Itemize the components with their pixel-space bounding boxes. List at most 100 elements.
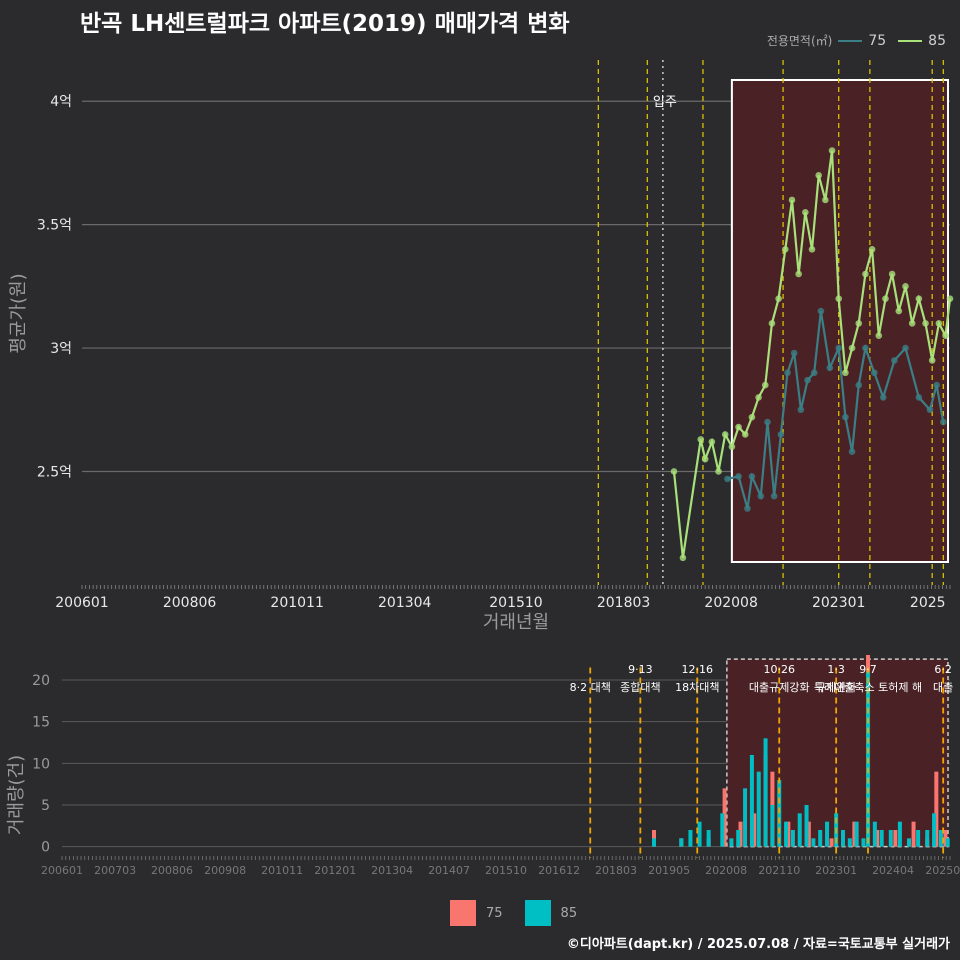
credit-text: ©디아파트(dapt.kr) / 2025.07.08 / 자료=국토교통부 실… xyxy=(566,937,950,952)
x-tick-top-5: 201803 xyxy=(597,595,650,611)
bar-85 xyxy=(897,821,902,847)
y-tick-bottom-4: 20 xyxy=(32,673,50,689)
point-85 xyxy=(862,270,869,278)
point-85 xyxy=(855,320,863,327)
bar-75 xyxy=(852,821,857,847)
bar-85 xyxy=(736,830,741,847)
point-85 xyxy=(782,246,789,253)
point-75 xyxy=(826,364,834,372)
point-85 xyxy=(748,413,756,421)
x-tick-top-0: 200601 xyxy=(55,595,108,611)
y-tick-bottom-3: 15 xyxy=(32,715,50,731)
bar-85 xyxy=(861,838,866,847)
point-85 xyxy=(788,196,796,204)
x-axis-title-top: 거래년월 xyxy=(483,612,549,633)
x-tick-bottom-0: 200601 xyxy=(41,864,83,877)
bar-85 xyxy=(872,821,877,847)
policy-date-1: 9·13 xyxy=(628,663,653,676)
point-85 xyxy=(728,443,736,451)
legend-bottom-label-85: 85 xyxy=(560,905,578,921)
bar-85 xyxy=(706,830,711,847)
move-in-label: 입주 xyxy=(653,95,677,110)
bar-85 xyxy=(697,821,702,847)
point-85 xyxy=(882,295,889,302)
bar-85 xyxy=(847,838,852,847)
legend-bottom: 75 85 xyxy=(450,900,577,926)
policy-date-2: 12·16 xyxy=(682,663,714,676)
bar-85 xyxy=(729,838,734,847)
point-85 xyxy=(908,320,916,327)
point-75 xyxy=(862,344,869,352)
x-tick-bottom-15: 202404 xyxy=(872,864,914,877)
point-85 xyxy=(721,431,729,438)
point-85 xyxy=(842,369,849,377)
point-75 xyxy=(933,381,940,389)
point-75 xyxy=(902,344,909,352)
bar-85 xyxy=(797,813,802,847)
point-85 xyxy=(935,320,943,327)
bar-75 xyxy=(911,821,916,847)
legend-top: 전용면적(㎡) 75 85 xyxy=(767,32,952,49)
policy-label-1: 종합대책 xyxy=(620,681,660,694)
point-75 xyxy=(784,369,791,377)
point-75 xyxy=(891,357,898,364)
point-85 xyxy=(768,320,776,327)
point-75 xyxy=(926,406,934,414)
point-85 xyxy=(815,171,822,179)
bar-85 xyxy=(756,771,761,847)
point-75 xyxy=(835,344,843,352)
bar-85 xyxy=(945,838,950,847)
bar-85 xyxy=(679,838,684,847)
y-tick-top-3: 4억 xyxy=(50,94,72,110)
bar-75 xyxy=(943,830,948,847)
bar-85 xyxy=(784,821,789,847)
x-tick-top-8: 2025 xyxy=(910,595,946,611)
point-85 xyxy=(868,246,876,253)
point-85 xyxy=(888,270,896,278)
point-75 xyxy=(879,394,887,401)
point-75 xyxy=(842,413,849,421)
x-tick-top-1: 200806 xyxy=(163,595,217,611)
x-tick-bottom-1: 200703 xyxy=(94,864,136,877)
point-85 xyxy=(670,468,678,475)
point-75 xyxy=(848,448,856,456)
x-tick-bottom-10: 201803 xyxy=(595,864,637,877)
point-85 xyxy=(895,307,903,315)
policy-label-6: 대출 xyxy=(933,681,953,694)
bar-75 xyxy=(934,771,939,847)
point-85 xyxy=(822,196,829,204)
point-85 xyxy=(755,394,762,401)
bar-75 xyxy=(722,788,727,847)
x-tick-bottom-12: 202008 xyxy=(705,864,747,877)
bar-85 xyxy=(818,830,823,847)
x-tick-bottom-4: 201011 xyxy=(261,864,303,877)
point-75 xyxy=(797,406,805,414)
x-tick-bottom-16: 202506 xyxy=(925,864,960,877)
x-tick-bottom-8: 201510 xyxy=(485,864,527,877)
bar-85 xyxy=(925,830,930,847)
bar-75 xyxy=(893,830,898,847)
y-tick-bottom-1: 5 xyxy=(41,798,50,814)
bar-85 xyxy=(688,830,693,847)
bar-75 xyxy=(829,838,834,847)
point-85 xyxy=(828,147,836,154)
point-75 xyxy=(777,431,785,438)
x-tick-bottom-11: 201905 xyxy=(648,864,690,877)
bar-75 xyxy=(738,821,743,847)
point-75 xyxy=(744,505,751,512)
point-85 xyxy=(679,554,687,562)
y-axis-title-bottom: 거래량(건) xyxy=(6,755,27,835)
point-85 xyxy=(802,209,809,216)
y-tick-bottom-2: 10 xyxy=(32,756,50,772)
policy-label-3: 대출규제강화 xyxy=(749,681,810,694)
x-tick-bottom-13: 202110 xyxy=(758,864,800,877)
y-axis-title-top: 평균가(원) xyxy=(8,273,29,353)
legend-swatch-75 xyxy=(838,39,863,42)
bar-85 xyxy=(854,821,859,847)
legend-label-85: 85 xyxy=(928,32,946,49)
legend-title: 전용면적(㎡) xyxy=(766,34,833,48)
policy-label-2: 18차대책 xyxy=(675,681,719,694)
bar-85 xyxy=(720,813,725,847)
point-85 xyxy=(761,381,769,389)
